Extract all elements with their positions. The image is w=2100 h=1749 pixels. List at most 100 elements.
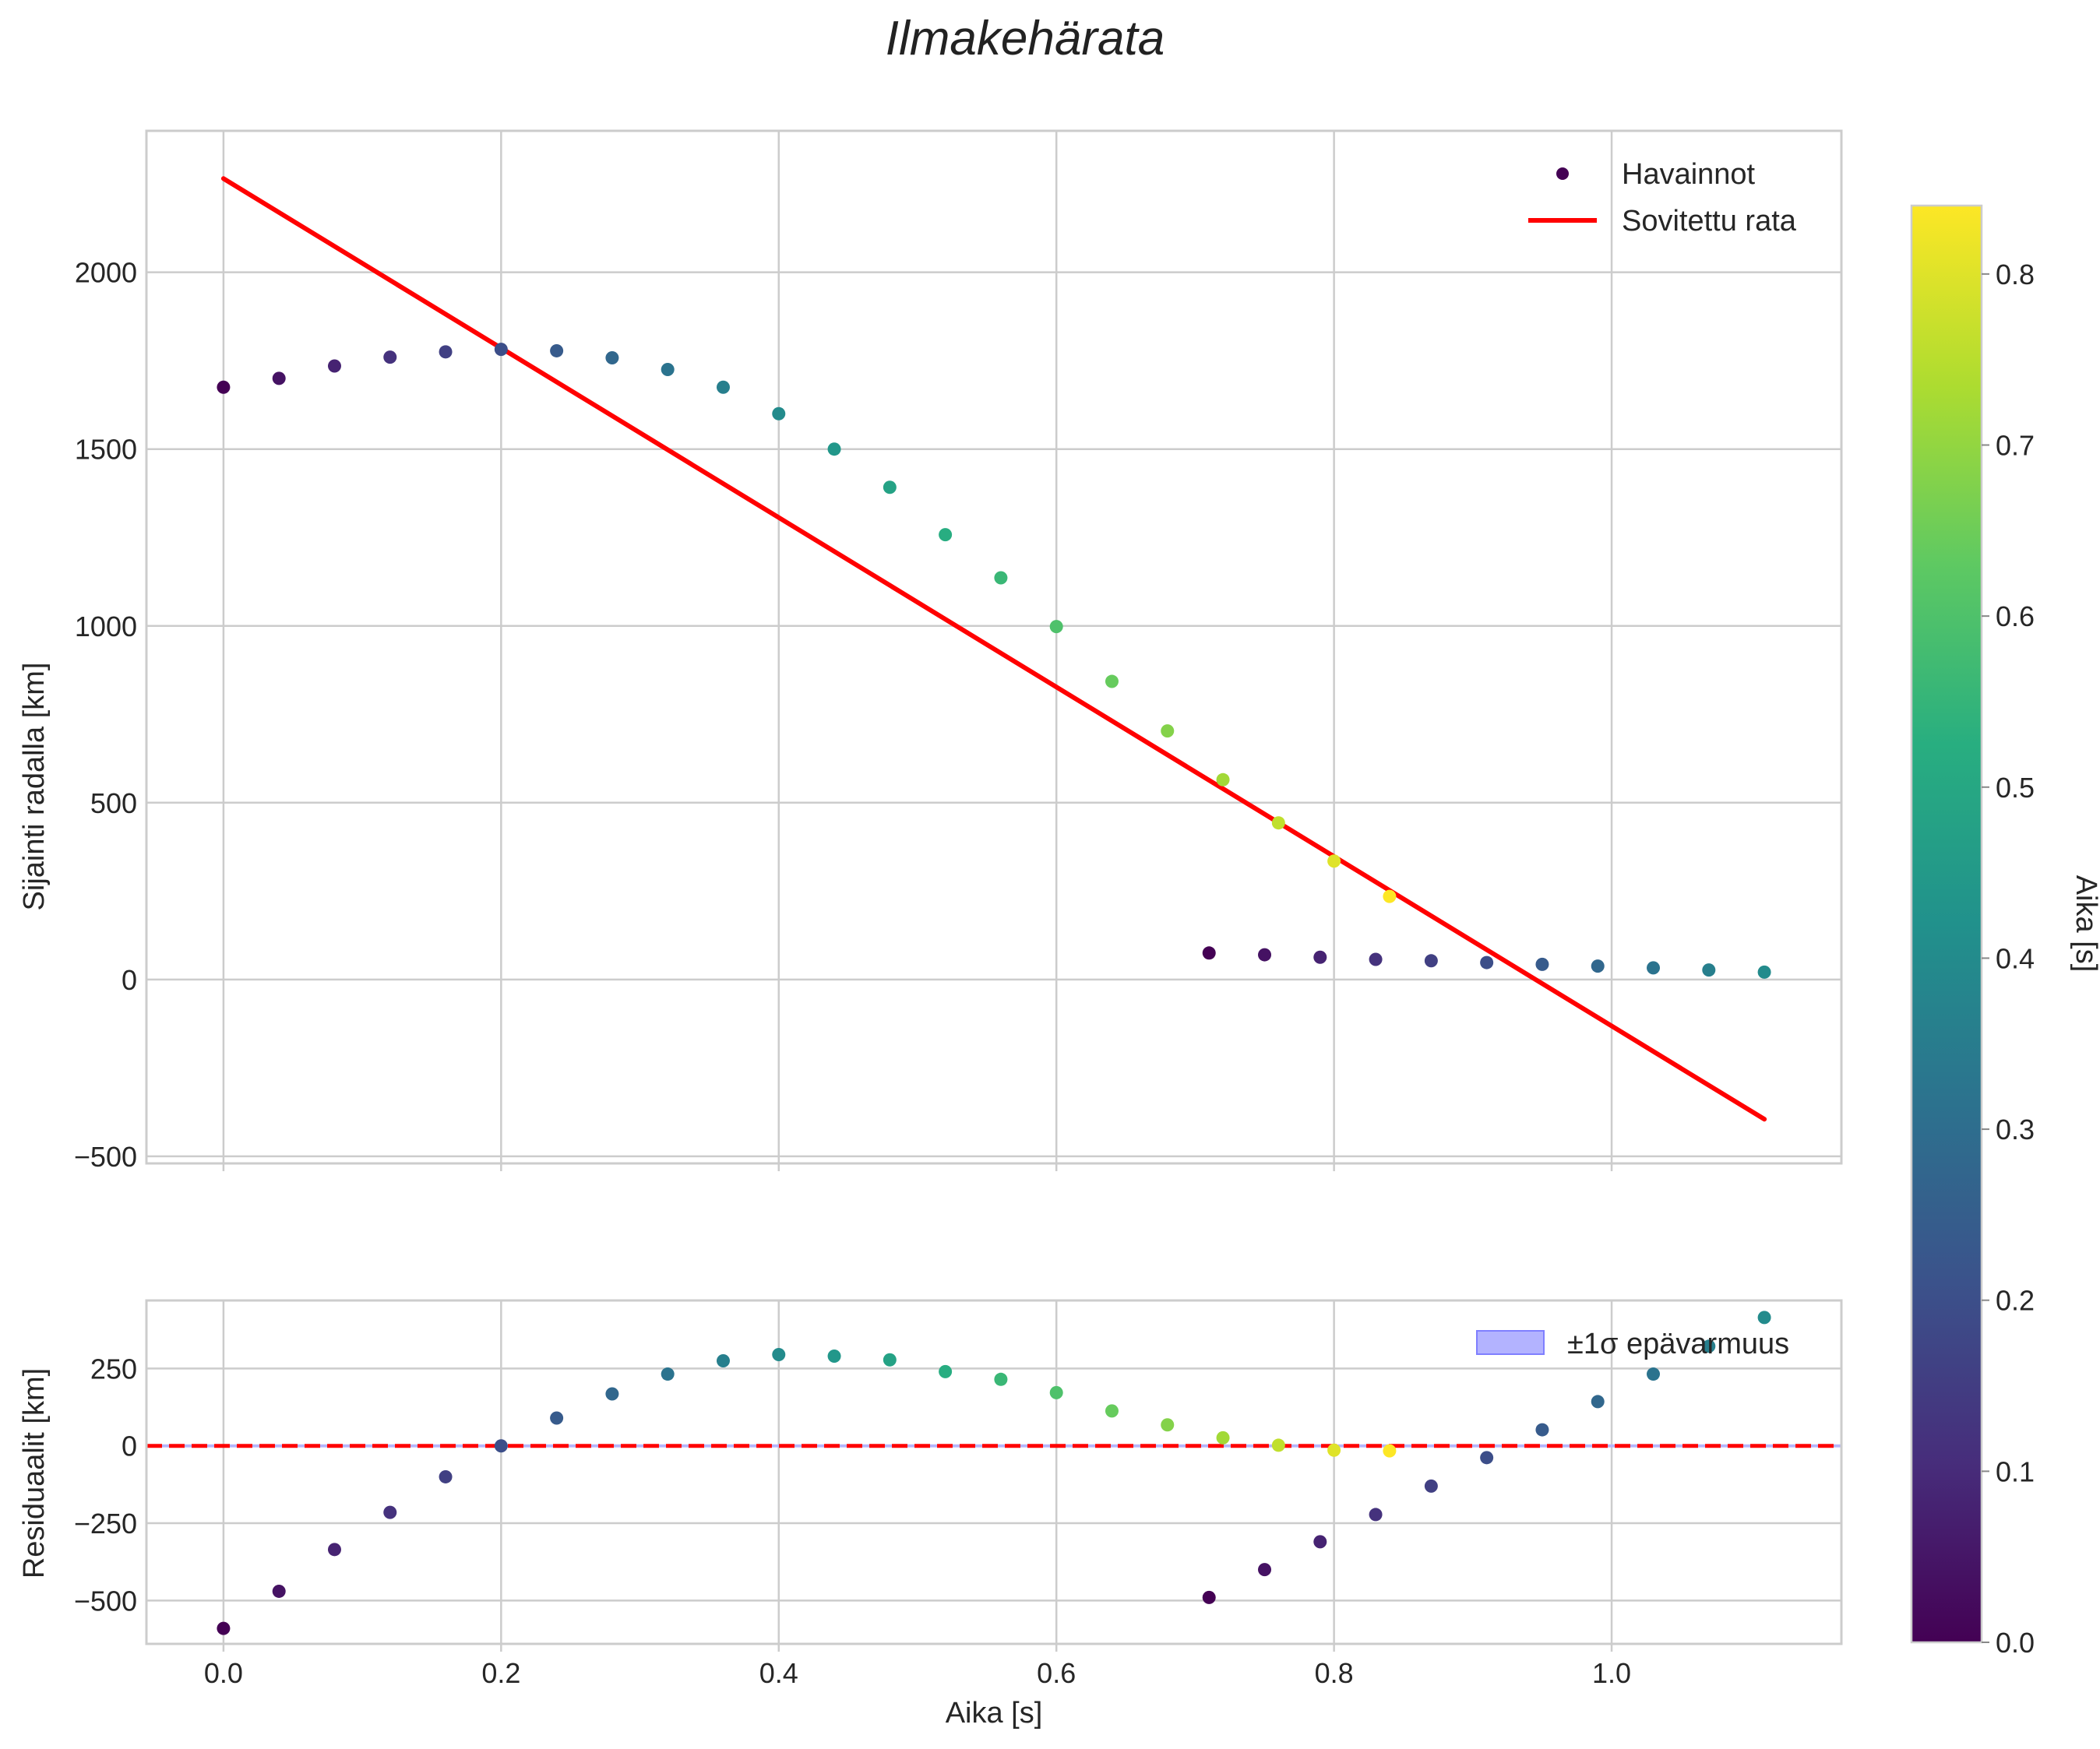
- residual-point: [1758, 1311, 1771, 1324]
- colorbar-tick-label: 0.2: [1996, 1285, 2035, 1317]
- residual-point: [328, 1543, 341, 1556]
- observation-point: [439, 345, 453, 358]
- observation-point: [383, 350, 396, 364]
- observation-point: [1383, 890, 1396, 903]
- residual-point: [1105, 1404, 1119, 1417]
- residual-point: [883, 1353, 897, 1367]
- colorbar-gradient: [1911, 206, 1982, 1642]
- residual-point: [495, 1439, 508, 1452]
- observation-point: [1313, 951, 1327, 964]
- residual-point: [1313, 1535, 1327, 1548]
- observation-point: [1272, 816, 1285, 829]
- x-axis-label: Aika [s]: [946, 1697, 1043, 1730]
- observation-point: [883, 480, 897, 494]
- observation-point: [1702, 963, 1715, 977]
- residuals-y-tick-label: −500: [74, 1585, 137, 1617]
- observation-point: [328, 359, 341, 372]
- residual-point: [1203, 1591, 1216, 1604]
- observation-point: [994, 571, 1007, 584]
- observation-point: [495, 343, 508, 356]
- residual-point: [1369, 1508, 1383, 1521]
- residuals-y-tick-label: 0: [122, 1431, 137, 1462]
- residual-point: [1591, 1395, 1605, 1408]
- colorbar-tick-label: 0.5: [1996, 772, 2035, 804]
- residual-point: [217, 1622, 230, 1635]
- residual-point: [1535, 1423, 1549, 1437]
- residual-point: [939, 1365, 952, 1378]
- x-tick-label: 0.6: [1037, 1657, 1076, 1689]
- observation-point: [772, 407, 785, 421]
- main-y-tick-label: 1000: [75, 611, 137, 642]
- x-tick-label: 0.2: [481, 1657, 520, 1689]
- residual-point: [383, 1506, 396, 1519]
- legend-marker-havainnot: [1556, 167, 1569, 180]
- colorbar-tick-label: 0.3: [1996, 1114, 2035, 1145]
- observation-point: [1535, 958, 1549, 971]
- legend-label-havainnot: Havainnot: [1622, 158, 1756, 191]
- residual-point: [1383, 1445, 1396, 1458]
- main-legend: Havainnot Sovitettu rata: [1528, 158, 1797, 238]
- colorbar-tick-label: 0.7: [1996, 430, 2035, 462]
- legend-marker-uncertainty: [1477, 1331, 1544, 1354]
- main-y-tick-label: 500: [90, 787, 137, 819]
- colorbar-tick-label: 0.6: [1996, 600, 2035, 632]
- observation-point: [273, 371, 286, 385]
- observation-point: [1327, 854, 1341, 867]
- observation-point: [717, 381, 730, 394]
- observation-point: [1480, 956, 1493, 970]
- residual-point: [828, 1350, 841, 1363]
- legend-label-sovitettu-rata: Sovitettu rata: [1622, 205, 1797, 238]
- colorbar-tick-label: 0.4: [1996, 942, 2035, 974]
- residuals-y-axis-label: Residuaalit [km]: [18, 1368, 51, 1578]
- observation-point: [1591, 959, 1605, 973]
- legend-label-uncertainty: ±1σ epävarmuus: [1567, 1328, 1789, 1360]
- observation-point: [1647, 961, 1660, 974]
- observation-point: [939, 528, 952, 541]
- residuals-panel: −500 −250 0 250 0.0 0.2 0.4 0.6 0.8 1.0 Residuaa…: [18, 1300, 1841, 1730]
- observation-point: [1105, 675, 1119, 688]
- main-y-tick-label: 0: [122, 964, 137, 996]
- x-tick-label: 0.8: [1315, 1657, 1354, 1689]
- residual-point: [439, 1470, 453, 1483]
- observation-point: [1369, 952, 1383, 966]
- residual-point: [1647, 1367, 1660, 1381]
- observation-point: [1758, 966, 1771, 979]
- residual-point: [1480, 1451, 1493, 1464]
- residual-point: [1258, 1563, 1271, 1576]
- residuals-y-tick-label: 250: [90, 1353, 137, 1385]
- colorbar-ticks: 0.0 0.1 0.2 0.3 0.4 0.5 0.6 0.7 0.8: [1982, 259, 2035, 1659]
- residual-point: [1425, 1480, 1438, 1493]
- residuals-y-tick-label: −250: [74, 1508, 137, 1540]
- observation-point: [828, 442, 841, 456]
- colorbar: 0.0 0.1 0.2 0.3 0.4 0.5 0.6 0.7 0.8 Aika [s]: [1911, 206, 2100, 1659]
- observation-point: [1217, 773, 1230, 787]
- observation-point: [1203, 946, 1216, 959]
- observation-point: [1258, 948, 1271, 962]
- observation-point: [217, 381, 230, 394]
- residual-point: [717, 1354, 730, 1367]
- main-y-tick-label: 2000: [75, 257, 137, 289]
- residual-point: [994, 1373, 1007, 1386]
- residual-point: [1272, 1438, 1285, 1452]
- x-tick-label: 0.4: [759, 1657, 798, 1689]
- residuals-y-tick-labels: −500 −250 0 250: [74, 1353, 137, 1617]
- observation-point: [661, 363, 675, 376]
- x-tick-label: 0.0: [204, 1657, 243, 1689]
- residuals-x-tick-labels: 0.0 0.2 0.4 0.6 0.8 1.0: [204, 1657, 1631, 1689]
- main-panel: −500 0 500 1000 1500 2000 Sijainti radalla [k…: [18, 131, 1841, 1173]
- observation-point: [1425, 954, 1438, 967]
- residual-point: [1161, 1418, 1174, 1431]
- residual-point: [1327, 1444, 1341, 1457]
- observation-point: [1050, 620, 1063, 633]
- x-tick-label: 1.0: [1592, 1657, 1631, 1689]
- residual-point: [772, 1348, 785, 1361]
- colorbar-tick-label: 0.0: [1996, 1627, 2035, 1659]
- residual-point: [1217, 1431, 1230, 1445]
- residual-point: [661, 1367, 675, 1381]
- main-y-tick-label: 1500: [75, 434, 137, 466]
- main-y-axis-label: Sijainti radalla [km]: [18, 663, 51, 911]
- residuals-legend: ±1σ epävarmuus: [1477, 1328, 1789, 1360]
- chart-title: Ilmakehärata: [886, 12, 1165, 65]
- main-y-tick-label: −500: [74, 1141, 137, 1173]
- main-data-marks: [217, 178, 1771, 1119]
